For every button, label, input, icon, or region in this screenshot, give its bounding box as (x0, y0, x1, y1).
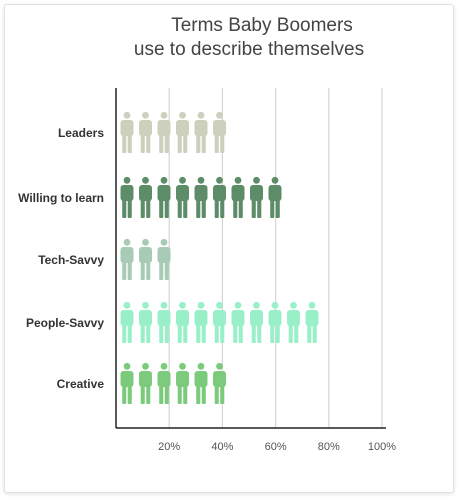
person-icon (268, 176, 282, 218)
person-icon (120, 238, 134, 280)
person-icon (120, 176, 134, 218)
chart-title-line-1: Terms Baby Boomers (171, 15, 353, 36)
category-label: Creative (57, 377, 105, 391)
person-icon (176, 111, 189, 153)
person-icon (231, 176, 245, 218)
person-icon (157, 176, 171, 218)
person-icon (250, 301, 263, 343)
x-tick-label: 100% (368, 441, 396, 453)
person-icon (176, 176, 189, 218)
person-icon (139, 301, 152, 343)
person-icon (157, 238, 171, 280)
category-label: Leaders (58, 126, 104, 140)
person-icon (213, 176, 226, 218)
chart-card (4, 4, 454, 493)
bar-creative (120, 362, 226, 404)
person-icon (194, 176, 208, 218)
person-icon (176, 301, 189, 343)
person-icon (287, 301, 300, 343)
x-tick-label: 80% (318, 441, 340, 453)
person-icon (213, 301, 226, 343)
person-icon (120, 301, 134, 343)
category-label: Willing to learn (18, 191, 104, 205)
person-icon (120, 362, 134, 404)
person-icon (268, 301, 282, 343)
person-icon (250, 176, 263, 218)
bar-willing-to-learn (120, 176, 282, 218)
person-icon (231, 301, 245, 343)
person-icon (213, 111, 226, 153)
person-icon (139, 238, 152, 280)
person-icon (176, 362, 189, 404)
person-icon (157, 362, 171, 404)
person-icon (194, 301, 208, 343)
person-icon (157, 111, 171, 153)
x-tick-label: 60% (265, 441, 287, 453)
bar-people-savvy (120, 301, 319, 343)
person-icon (194, 111, 208, 153)
bar-leaders (120, 111, 226, 153)
x-tick-label: 40% (211, 441, 233, 453)
category-label: People-Savvy (26, 316, 104, 330)
category-label: Tech-Savvy (38, 253, 104, 267)
person-icon (139, 111, 152, 153)
bar-tech-savvy (120, 238, 171, 280)
person-icon (194, 362, 208, 404)
x-tick-label: 20% (158, 441, 180, 453)
person-icon (213, 362, 226, 404)
person-icon (305, 301, 319, 343)
person-icon (157, 301, 171, 343)
chart-title-line-2: use to describe themselves (134, 39, 364, 60)
person-icon (120, 111, 134, 153)
person-icon (139, 176, 152, 218)
person-icon (139, 362, 152, 404)
